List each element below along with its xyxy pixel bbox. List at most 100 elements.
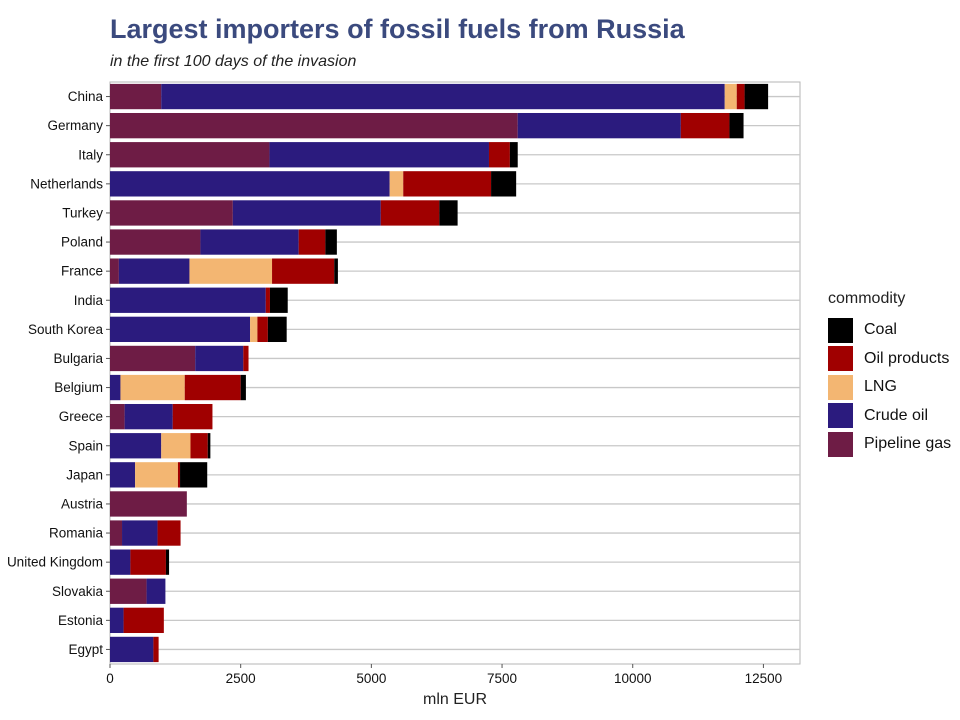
bar-belgium-oil-products — [184, 374, 241, 401]
legend-label-coal: Coal — [864, 321, 897, 339]
y-tick-label-bulgaria: Bulgaria — [53, 351, 103, 366]
bar-united-kingdom-oil-products — [130, 549, 166, 575]
bar-japan-coal — [180, 462, 208, 488]
legend-items: Coal Oil products LNG Crude oil Pipeline gas — [828, 316, 951, 459]
bar-germany-coal — [729, 112, 744, 139]
bar-italy-coal — [509, 142, 518, 168]
bar-estonia-oil-products — [123, 607, 164, 634]
bar-italy-crude-oil — [269, 142, 489, 168]
y-tick-label-belgium: Belgium — [54, 380, 103, 395]
legend-label-pipeline-gas: Pipeline gas — [864, 435, 952, 453]
bar-south-korea-coal — [267, 316, 287, 343]
legend-item-lng: LNG — [828, 373, 951, 402]
bar-egypt-oil-products — [153, 636, 159, 663]
bar-turkey-coal — [439, 200, 458, 226]
legend-item-pipeline-gas: Pipeline gas — [828, 430, 951, 459]
bar-south-korea-crude-oil — [110, 316, 251, 343]
bar-turkey-oil-products — [380, 200, 440, 226]
y-tick-label-india: India — [74, 293, 104, 308]
bar-france-lng — [189, 258, 273, 284]
bar-netherlands-lng — [389, 171, 404, 197]
y-tick-label-turkey: Turkey — [62, 205, 103, 220]
bar-france-pipeline-gas — [110, 258, 119, 284]
bar-netherlands-coal — [491, 171, 517, 197]
bar-greece-pipeline-gas — [110, 403, 125, 430]
y-tick-label-germany: Germany — [47, 118, 103, 133]
bar-india-coal — [269, 287, 288, 313]
bar-poland-coal — [325, 229, 337, 255]
y-axis: China Germany Italy Netherlands Turkey Poland… — [7, 89, 110, 657]
bar-italy-oil-products — [488, 142, 510, 168]
x-axis-label: mln EUR — [423, 691, 487, 708]
legend-label-lng: LNG — [864, 378, 897, 396]
legend-item-crude-oil: Crude oil — [828, 402, 951, 431]
legend-swatch-oil-products — [828, 346, 853, 372]
y-tick-label-china: China — [68, 89, 104, 104]
bar-romania-pipeline-gas — [110, 520, 123, 546]
bar-poland-crude-oil — [200, 229, 299, 255]
bar-germany-pipeline-gas — [110, 112, 518, 139]
x-tick-label-7500: 7500 — [487, 671, 517, 686]
bar-india-crude-oil — [110, 287, 266, 313]
y-tick-label-estonia: Estonia — [58, 613, 104, 628]
bar-germany-oil-products — [680, 112, 730, 139]
bar-china-oil-products — [736, 83, 745, 110]
y-tick-label-romania: Romania — [49, 526, 104, 541]
bar-poland-pipeline-gas — [110, 229, 201, 255]
bar-south-korea-lng — [250, 316, 258, 343]
bar-japan-crude-oil — [110, 462, 136, 488]
bar-spain-crude-oil — [110, 433, 162, 459]
legend-item-oil-products: Oil products — [828, 345, 951, 374]
bar-belgium-lng — [120, 374, 185, 401]
bar-china-pipeline-gas — [110, 83, 162, 110]
y-tick-label-spain: Spain — [68, 438, 103, 453]
legend-swatch-pipeline-gas — [828, 431, 853, 457]
bar-spain-lng — [161, 433, 191, 459]
y-tick-label-japan: Japan — [66, 467, 103, 482]
legend-title: commodity — [828, 290, 906, 307]
bar-spain-oil-products — [190, 433, 208, 459]
bar-united-kingdom-crude-oil — [110, 549, 131, 575]
plot-panel — [109, 81, 801, 665]
bar-turkey-crude-oil — [232, 200, 381, 226]
y-tick-label-france: France — [61, 264, 103, 279]
y-tick-label-greece: Greece — [59, 409, 103, 424]
bar-italy-pipeline-gas — [110, 142, 270, 168]
bar-france-coal — [334, 258, 338, 284]
bar-south-korea-oil-products — [257, 316, 268, 343]
bar-netherlands-crude-oil — [110, 171, 390, 197]
bar-france-crude-oil — [118, 258, 190, 284]
x-axis: 0 2500 5000 7500 10000 12500 — [106, 664, 782, 686]
x-tick-label-0: 0 — [106, 671, 114, 686]
bar-belgium-coal — [240, 374, 246, 401]
x-tick-label-10000: 10000 — [614, 671, 652, 686]
bar-belgium-crude-oil — [110, 374, 121, 401]
bar-bulgaria-crude-oil — [195, 345, 244, 372]
bar-china-crude-oil — [161, 83, 725, 110]
x-tick-label-12500: 12500 — [745, 671, 783, 686]
bar-bulgaria-oil-products — [243, 345, 249, 372]
bar-spain-coal — [207, 433, 211, 459]
bar-china-coal — [744, 83, 769, 110]
bar-turkey-pipeline-gas — [110, 200, 233, 226]
bar-france-oil-products — [272, 258, 335, 284]
legend-label-crude-oil: Crude oil — [864, 406, 929, 424]
bar-greece-crude-oil — [124, 403, 173, 430]
bar-japan-oil-products — [177, 462, 181, 488]
bar-poland-oil-products — [298, 229, 326, 255]
legend: commodity Coal Oil products LNG Crude oil Pi… — [828, 290, 951, 459]
bar-china-lng — [724, 83, 737, 110]
bar-germany-crude-oil — [517, 112, 681, 139]
chart-subtitle: in the first 100 days of the invasion — [110, 53, 357, 70]
bar-romania-oil-products — [157, 520, 181, 546]
bar-slovakia-pipeline-gas — [110, 578, 147, 604]
y-tick-label-austria: Austria — [61, 496, 104, 511]
y-tick-label-egypt: Egypt — [68, 642, 103, 657]
y-tick-label-united-kingdom: United Kingdom — [7, 555, 103, 570]
bar-united-kingdom-coal — [165, 549, 170, 575]
bar-greece-oil-products — [172, 403, 213, 430]
chart-title: Largest importers of fossil fuels from R… — [110, 14, 685, 44]
y-tick-label-slovakia: Slovakia — [52, 584, 104, 599]
bar-japan-lng — [135, 462, 178, 488]
